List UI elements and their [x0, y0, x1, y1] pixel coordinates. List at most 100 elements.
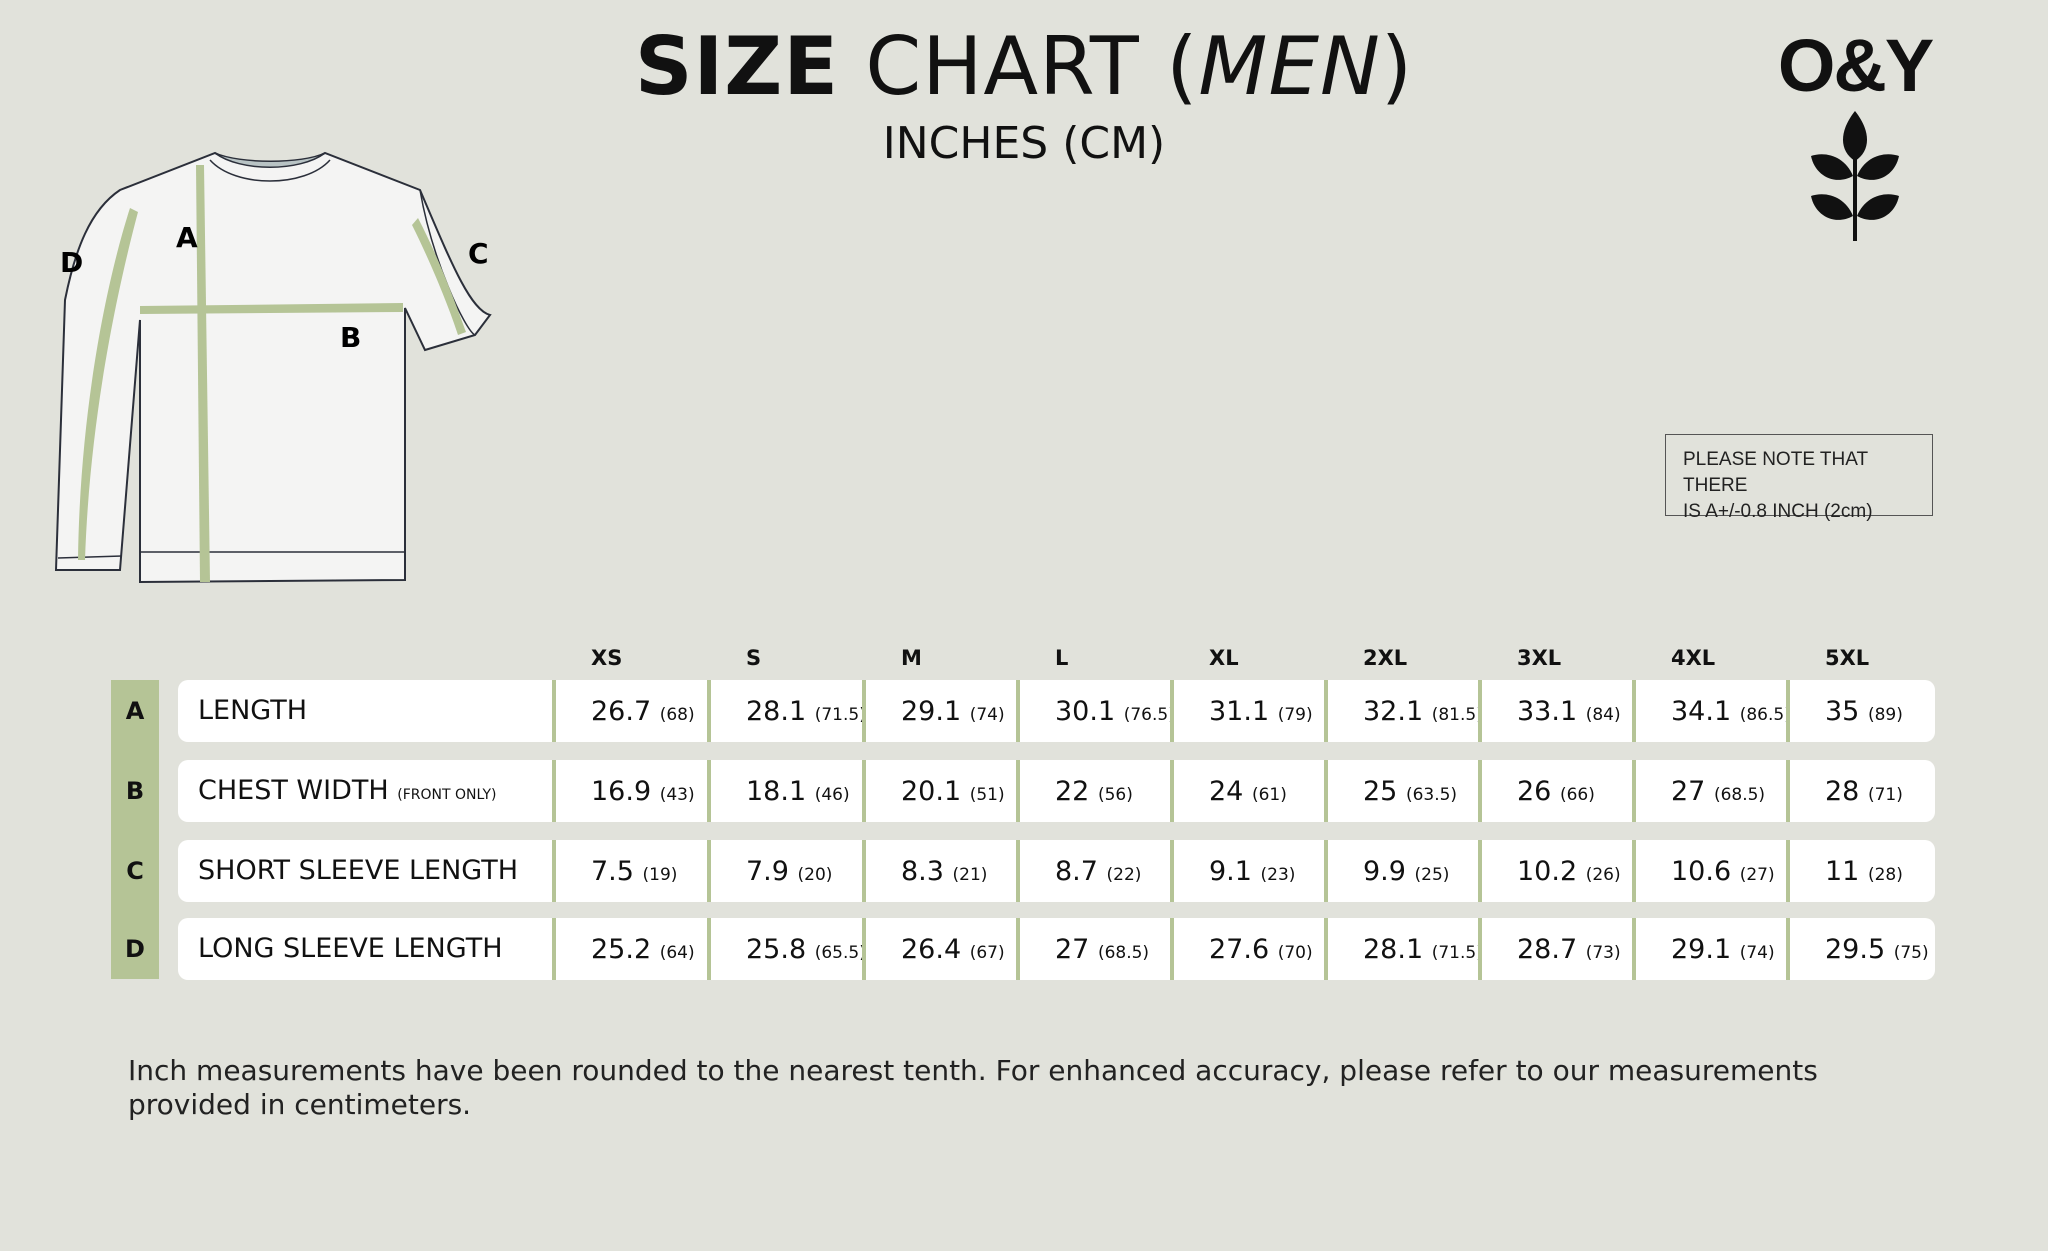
measurement-note: (FRONT ONLY)	[397, 787, 497, 803]
size-value-cell: 9.9 (25)	[1363, 840, 1449, 902]
size-value-cell: 26 (66)	[1517, 760, 1595, 822]
cm-value: (71)	[1867, 785, 1903, 805]
column-divider	[862, 918, 866, 980]
inch-value: 8.7	[1055, 856, 1098, 887]
cm-value: (27)	[1739, 865, 1775, 885]
column-divider	[1632, 760, 1636, 822]
logo-text: O&Y	[1777, 24, 1934, 107]
size-value-cell: 27 (68.5)	[1055, 918, 1149, 980]
cm-value: (74)	[1739, 943, 1775, 963]
size-value-cell: 35 (89)	[1825, 680, 1903, 742]
diagram-label-d: D	[60, 246, 83, 279]
column-divider	[707, 840, 711, 902]
cm-value: (43)	[659, 785, 695, 805]
cm-value: (75)	[1893, 943, 1929, 963]
inch-value: 26	[1517, 776, 1552, 807]
cm-value: (86.5)	[1739, 705, 1791, 725]
size-value-cell: 7.9 (20)	[746, 840, 832, 902]
row-letter: D	[125, 935, 145, 963]
footer-note: Inch measurements have been rounded to t…	[128, 1054, 1818, 1121]
title-light: CHART (	[865, 20, 1199, 113]
size-value-cell: 28.1 (71.5)	[1363, 918, 1483, 980]
cm-value: (68.5)	[1713, 785, 1766, 805]
measure-a-line	[196, 165, 210, 582]
inch-value: 9.1	[1209, 856, 1252, 887]
inch-value: 28.1	[1363, 934, 1424, 965]
cm-value: (66)	[1559, 785, 1595, 805]
size-value-cell: 29.5 (75)	[1825, 918, 1929, 980]
cm-value: (76.5)	[1123, 705, 1175, 725]
measure-d-line	[78, 208, 138, 560]
size-value-cell: 9.1 (23)	[1209, 840, 1295, 902]
size-header-3xl: 3XL	[1517, 646, 1562, 670]
cm-value: (84)	[1585, 705, 1621, 725]
column-divider	[1632, 918, 1636, 980]
cm-value: (79)	[1277, 705, 1313, 725]
column-divider	[1478, 840, 1482, 902]
column-divider	[1324, 760, 1328, 822]
size-value-cell: 28.7 (73)	[1517, 918, 1621, 980]
inch-value: 26.4	[901, 934, 962, 965]
note-line-2: IS A+/-0.8 INCH (2cm)	[1683, 501, 1873, 522]
diagram-label-c: C	[468, 237, 489, 270]
size-value-cell: 29.1 (74)	[1671, 918, 1775, 980]
size-header-xl: XL	[1209, 646, 1239, 670]
size-header-l: L	[1055, 646, 1069, 670]
inch-value: 7.5	[591, 856, 634, 887]
measure-b-line	[140, 303, 403, 314]
column-divider	[1170, 680, 1174, 742]
inch-value: 25	[1363, 776, 1398, 807]
row-letter: C	[126, 857, 144, 885]
size-value-cell: 18.1 (46)	[746, 760, 850, 822]
size-value-cell: 22 (56)	[1055, 760, 1133, 822]
shirt-diagram: A B C D	[54, 151, 492, 584]
cm-value: (63.5)	[1405, 785, 1458, 805]
size-header-m: M	[901, 646, 922, 670]
note-line-1: PLEASE NOTE THAT THERE	[1683, 449, 1868, 496]
column-divider	[552, 680, 556, 742]
inch-value: 25.8	[746, 934, 807, 965]
inch-value: 27	[1055, 934, 1090, 965]
measurement-name: CHEST WIDTH	[198, 775, 389, 806]
inch-value: 34.1	[1671, 696, 1732, 727]
column-divider	[1478, 760, 1482, 822]
column-divider	[1324, 680, 1328, 742]
size-value-cell: 7.5 (19)	[591, 840, 677, 902]
inch-value: 32.1	[1363, 696, 1424, 727]
inch-value: 22	[1055, 776, 1090, 807]
cm-value: (67)	[969, 943, 1005, 963]
table-row: CHEST WIDTH (FRONT ONLY) 16.9 (43) 18.1 (4…	[178, 760, 1935, 822]
size-value-cell: 24 (61)	[1209, 760, 1287, 822]
size-value-cell: 8.7 (22)	[1055, 840, 1141, 902]
size-value-cell: 8.3 (21)	[901, 840, 987, 902]
size-value-cell: 34.1 (86.5)	[1671, 680, 1791, 742]
cm-value: (20)	[797, 865, 833, 885]
inch-value: 27.6	[1209, 934, 1270, 965]
column-divider	[1170, 760, 1174, 822]
inch-value: 29.1	[1671, 934, 1732, 965]
size-value-cell: 28 (71)	[1825, 760, 1903, 822]
inch-value: 33.1	[1517, 696, 1578, 727]
column-divider	[1478, 918, 1482, 980]
table-row: LONG SLEEVE LENGTH 25.2 (64) 25.8 (65.5) 26…	[178, 918, 1935, 980]
measurement-label: CHEST WIDTH (FRONT ONLY)	[198, 760, 496, 826]
inch-value: 16.9	[591, 776, 652, 807]
row-letter-column: A B C D	[111, 680, 159, 979]
column-divider	[862, 760, 866, 822]
column-divider	[552, 918, 556, 980]
measurement-label: LONG SLEEVE LENGTH	[198, 918, 503, 980]
size-value-cell: 30.1 (76.5)	[1055, 680, 1175, 742]
diagram-label-b: B	[340, 321, 361, 354]
size-value-cell: 11 (28)	[1825, 840, 1903, 902]
inch-value: 7.9	[746, 856, 789, 887]
cm-value: (89)	[1867, 705, 1903, 725]
inch-value: 18.1	[746, 776, 807, 807]
column-divider	[552, 760, 556, 822]
size-value-cell: 27 (68.5)	[1671, 760, 1765, 822]
leaf-sprig-icon	[1811, 111, 1899, 241]
title-bold: SIZE	[634, 20, 839, 113]
column-divider	[1478, 680, 1482, 742]
measurement-label: LENGTH	[198, 680, 307, 742]
measurement-name: SHORT SLEEVE LENGTH	[198, 855, 519, 886]
inch-value: 10.6	[1671, 856, 1732, 887]
